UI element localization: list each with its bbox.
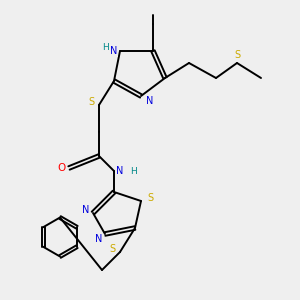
Text: N: N [110, 46, 118, 56]
Text: O: O [57, 163, 66, 173]
Text: S: S [234, 50, 240, 61]
Text: S: S [147, 193, 153, 203]
Text: N: N [116, 166, 124, 176]
Text: S: S [88, 97, 94, 107]
Text: N: N [82, 205, 89, 215]
Text: H: H [102, 44, 108, 52]
Text: N: N [95, 233, 103, 244]
Text: H: H [130, 167, 137, 176]
Text: S: S [110, 244, 116, 254]
Text: N: N [146, 95, 154, 106]
